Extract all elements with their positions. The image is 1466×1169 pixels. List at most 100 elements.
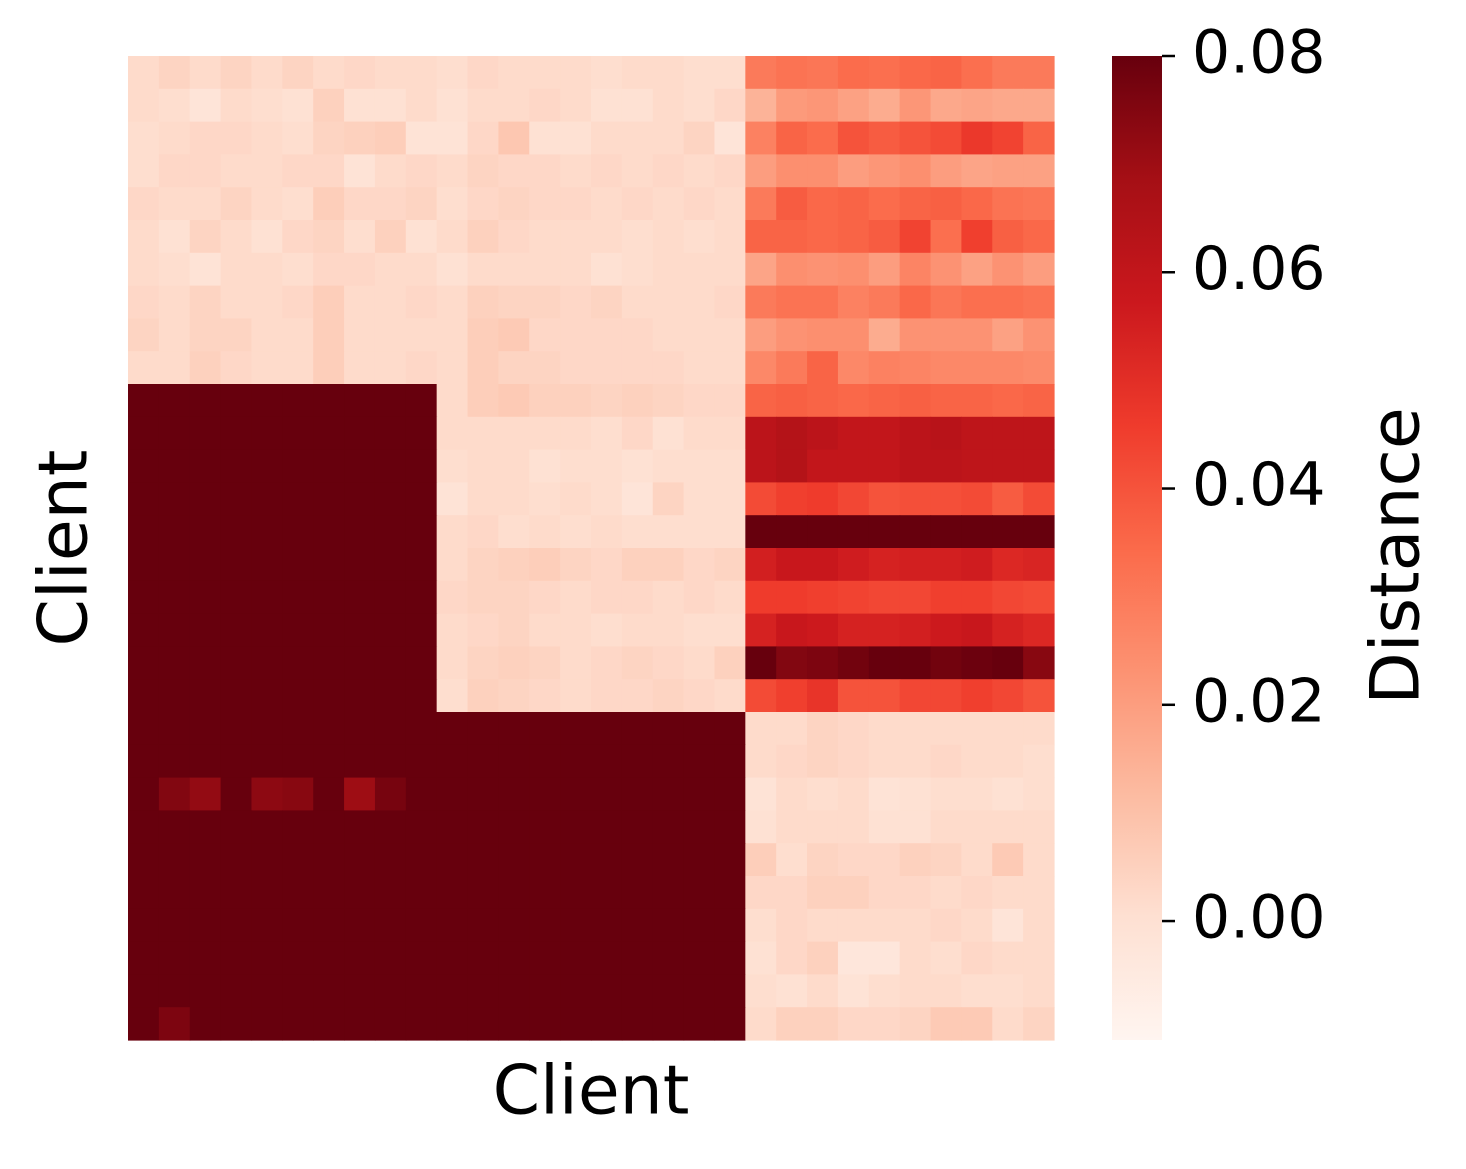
heatmap-cell bbox=[467, 187, 499, 221]
heatmap-cell bbox=[899, 876, 932, 910]
heatmap-cell bbox=[344, 744, 376, 779]
heatmap-cell bbox=[992, 416, 1024, 451]
heatmap-cell bbox=[220, 876, 253, 910]
heatmap-cell bbox=[591, 646, 623, 680]
heatmap-cell bbox=[837, 712, 870, 746]
heatmap-cell bbox=[621, 1007, 654, 1041]
colorbar-tick-label: 0.06 bbox=[1192, 234, 1326, 304]
heatmap-cell bbox=[591, 285, 623, 319]
heatmap-cell bbox=[374, 449, 407, 483]
heatmap-cell bbox=[344, 384, 376, 418]
heatmap-cell bbox=[282, 712, 314, 746]
heatmap-cell bbox=[436, 777, 469, 811]
heatmap-cell bbox=[374, 56, 407, 90]
heatmap-cell bbox=[467, 810, 499, 844]
heatmap-cell bbox=[930, 220, 962, 254]
heatmap-cell bbox=[868, 154, 901, 188]
heatmap-cell bbox=[467, 482, 499, 516]
heatmap-cell bbox=[529, 580, 561, 615]
heatmap-cell bbox=[961, 613, 993, 647]
heatmap-cell bbox=[189, 777, 222, 811]
heatmap-cell bbox=[189, 580, 222, 615]
heatmap-cell bbox=[313, 56, 345, 90]
heatmap-cell bbox=[498, 351, 530, 385]
heatmap-cell bbox=[899, 121, 932, 155]
heatmap-cell bbox=[251, 974, 283, 1008]
heatmap-cell bbox=[251, 712, 283, 746]
heatmap-cell bbox=[313, 974, 345, 1008]
heatmap-cell bbox=[652, 56, 685, 90]
heatmap-cell bbox=[529, 220, 561, 254]
heatmap-cell bbox=[745, 154, 777, 188]
heatmap-cell bbox=[591, 252, 623, 287]
heatmap-cell bbox=[714, 941, 746, 975]
heatmap-cell bbox=[189, 285, 222, 319]
heatmap-cell bbox=[899, 646, 932, 680]
heatmap-cell bbox=[776, 941, 808, 975]
heatmap-cell bbox=[868, 252, 901, 287]
heatmap-cell bbox=[807, 974, 839, 1008]
heatmap-cell bbox=[714, 777, 746, 811]
heatmap-cell bbox=[313, 482, 345, 516]
heatmap-cell bbox=[560, 187, 592, 221]
heatmap-cell bbox=[313, 810, 345, 844]
heatmap-cell bbox=[282, 56, 314, 90]
heatmap-cell bbox=[498, 941, 530, 975]
heatmap-cell bbox=[374, 384, 407, 418]
heatmap-cell bbox=[992, 876, 1024, 910]
heatmap-cell bbox=[621, 121, 654, 155]
heatmap-cell bbox=[776, 482, 808, 516]
heatmap-cell bbox=[621, 220, 654, 254]
heatmap-cell bbox=[128, 154, 160, 188]
heatmap-cell bbox=[220, 712, 253, 746]
heatmap-cell bbox=[251, 941, 283, 975]
heatmap-cell bbox=[282, 187, 314, 221]
heatmap-cell bbox=[189, 908, 222, 943]
heatmap-cell bbox=[405, 613, 438, 647]
heatmap-cell bbox=[807, 908, 839, 943]
heatmap-cell bbox=[282, 351, 314, 385]
heatmap-cell bbox=[1023, 646, 1055, 680]
heatmap-cell bbox=[745, 679, 777, 713]
heatmap-cell bbox=[899, 88, 932, 123]
heatmap-cell bbox=[621, 318, 654, 352]
heatmap-cell bbox=[529, 876, 561, 910]
heatmap-cell bbox=[189, 416, 222, 451]
heatmap-cell bbox=[158, 548, 191, 582]
heatmap-cell bbox=[251, 187, 283, 221]
heatmap-cell bbox=[467, 744, 499, 779]
heatmap-cell bbox=[930, 974, 962, 1008]
heatmap-cell bbox=[251, 580, 283, 615]
heatmap-cell bbox=[344, 515, 376, 549]
heatmap-cell bbox=[930, 613, 962, 647]
heatmap-cell bbox=[251, 121, 283, 155]
heatmap-cell bbox=[560, 876, 592, 910]
heatmap-cell bbox=[560, 384, 592, 418]
heatmap-cell bbox=[189, 1007, 222, 1041]
heatmap-cell bbox=[591, 515, 623, 549]
heatmap-cell bbox=[776, 351, 808, 385]
heatmap-cell bbox=[405, 220, 438, 254]
heatmap-cell bbox=[683, 154, 716, 188]
heatmap-cell bbox=[498, 580, 530, 615]
heatmap-cell bbox=[868, 679, 901, 713]
heatmap-cell bbox=[282, 384, 314, 418]
heatmap-cell bbox=[436, 548, 469, 582]
heatmap-cell bbox=[776, 88, 808, 123]
heatmap-cell bbox=[992, 449, 1024, 483]
heatmap-cell bbox=[1023, 56, 1055, 90]
heatmap-cell bbox=[374, 613, 407, 647]
heatmap-cell bbox=[591, 88, 623, 123]
heatmap-cell bbox=[436, 843, 469, 877]
heatmap-cell bbox=[745, 351, 777, 385]
heatmap-cell bbox=[498, 974, 530, 1008]
heatmap-cell bbox=[529, 941, 561, 975]
heatmap-cell bbox=[529, 449, 561, 483]
heatmap-cell bbox=[837, 941, 870, 975]
heatmap-cell bbox=[344, 220, 376, 254]
heatmap-cell bbox=[837, 908, 870, 943]
heatmap-cell bbox=[745, 252, 777, 287]
heatmap-cell bbox=[374, 154, 407, 188]
heatmap-cell bbox=[714, 88, 746, 123]
heatmap-cell bbox=[405, 876, 438, 910]
